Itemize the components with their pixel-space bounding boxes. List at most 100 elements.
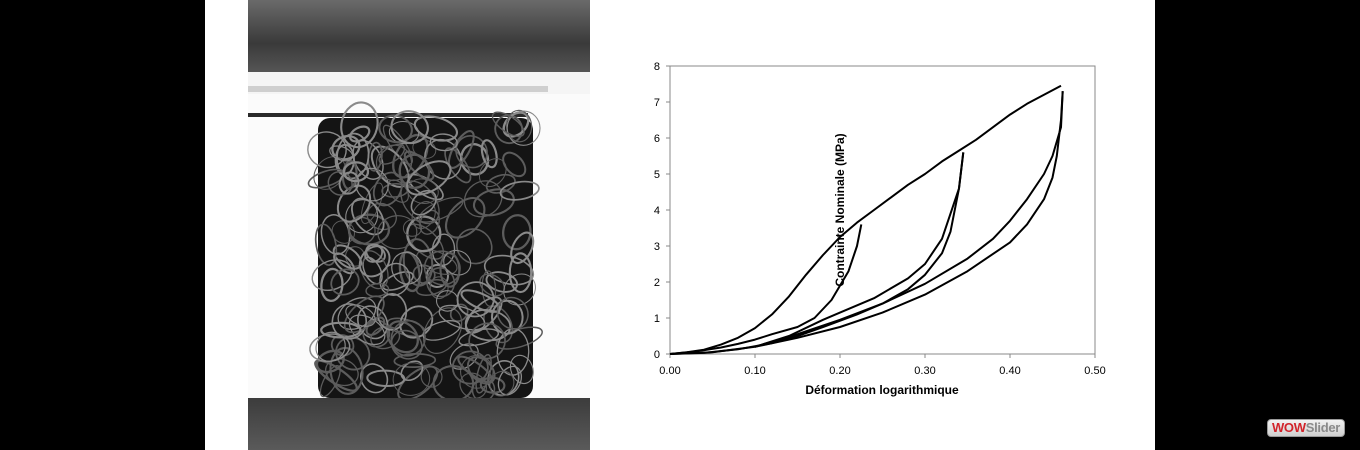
wire-ring <box>489 370 515 397</box>
wire-ring <box>406 215 442 253</box>
wire-ring <box>372 171 403 207</box>
wire-ring <box>340 101 379 149</box>
wire-ring <box>342 161 370 183</box>
badge-text-wow: WOW <box>1271 420 1306 435</box>
wire-ring <box>443 249 472 276</box>
wire-ring <box>423 250 461 286</box>
wire-ring <box>320 321 362 339</box>
wire-ring <box>351 197 385 236</box>
wire-ring <box>444 196 486 239</box>
wire-ring <box>429 276 449 300</box>
y-tick-label: 2 <box>654 277 660 289</box>
wire-ring <box>333 252 356 275</box>
y-axis-label: Contrainte Nominale (MPa) <box>833 133 847 286</box>
wire-ring <box>309 333 351 363</box>
wire-ring <box>378 114 413 144</box>
wire-ring <box>410 189 437 216</box>
y-tick-label: 6 <box>654 133 660 145</box>
wire-ring <box>479 376 506 394</box>
wire-ring <box>480 139 498 169</box>
wire-ring <box>376 293 408 331</box>
wire-ring <box>429 133 458 152</box>
badge-text-slider: Slider <box>1305 420 1341 435</box>
y-tick-label: 1 <box>654 313 660 325</box>
y-tick-label: 7 <box>654 97 660 109</box>
wire-ring <box>472 188 515 217</box>
x-tick-label: 0.30 <box>914 365 935 377</box>
wire-ring <box>449 303 469 323</box>
wire-ring <box>438 304 486 331</box>
y-tick-label: 0 <box>654 349 660 361</box>
wire-ring <box>485 173 516 194</box>
wire-ring <box>307 131 347 169</box>
wire-ring <box>338 171 360 195</box>
wire-ring <box>397 365 439 401</box>
wire-ring <box>311 259 353 292</box>
wire-ring <box>355 167 389 202</box>
wire-ring <box>388 121 420 145</box>
wire-ring <box>330 268 360 296</box>
wire-ring <box>365 316 386 336</box>
wire-ring <box>403 150 435 181</box>
slide: 0 1 2 3 4 5 6 7 8 0.00 0.10 0.20 0.30 0.40 0.50 Défor… <box>205 0 1155 450</box>
wire-ring <box>459 372 488 400</box>
wire-ring <box>378 143 406 165</box>
wire-ring <box>422 307 463 354</box>
wire-ring <box>503 273 536 306</box>
wire-ring <box>485 271 519 293</box>
wire-ring <box>502 111 530 138</box>
wire-ring <box>463 180 503 218</box>
wire-ring <box>391 251 423 285</box>
stress-strain-chart: 0 1 2 3 4 5 6 7 8 0.00 0.10 0.20 0.30 0.40 0.50 Défor… <box>654 61 1106 397</box>
wire-ring <box>460 289 501 313</box>
wire-ring <box>502 151 527 178</box>
wire-ring <box>490 299 524 335</box>
y-axis-ticks: 0 1 2 3 4 5 6 7 8 <box>654 61 670 361</box>
y-tick-label: 8 <box>654 61 660 73</box>
wire-ring <box>478 158 507 188</box>
wire-ring <box>426 267 456 298</box>
wire-ring <box>479 273 506 297</box>
wire-ring <box>327 171 353 196</box>
wire-ring <box>508 252 533 294</box>
wire-ring <box>435 290 459 312</box>
wire-ring <box>325 358 359 387</box>
wire-ring <box>402 238 434 287</box>
wire-ring <box>416 249 458 275</box>
wire-ring <box>468 322 506 360</box>
wire-ring <box>412 264 436 285</box>
wire-ring <box>387 179 410 203</box>
wire-ring <box>390 319 426 357</box>
wire-ring <box>345 304 376 327</box>
wire-ring <box>418 196 464 223</box>
series-line-2 <box>669 224 863 355</box>
wire-ring <box>348 314 386 346</box>
wire-ring <box>457 355 494 383</box>
wire-ring <box>360 182 384 225</box>
wire-ring <box>497 365 523 396</box>
wire-ring <box>390 110 429 145</box>
wire-ring <box>491 111 525 138</box>
wire-ring <box>377 215 418 250</box>
y-tick-label: 4 <box>654 205 660 217</box>
x-tick-label: 0.20 <box>829 365 850 377</box>
foam-sample-photo <box>248 0 590 450</box>
series-line-3 <box>754 152 965 348</box>
wire-ring <box>458 328 500 347</box>
wire-ring <box>483 305 514 344</box>
x-axis-ticks: 0.00 0.10 0.20 0.30 0.40 0.50 <box>659 354 1106 377</box>
wire-ring <box>505 109 533 143</box>
wire-ring <box>329 145 354 162</box>
wowslider-badge[interactable]: WOWSlider <box>1267 419 1345 437</box>
wire-ring <box>509 354 534 385</box>
series-line-6 <box>669 91 1064 355</box>
wire-ring <box>398 153 431 190</box>
wire-ring <box>392 362 431 396</box>
plot-area <box>669 65 1096 355</box>
wire-ring <box>315 349 345 374</box>
wire-ring <box>402 219 423 237</box>
x-tick-label: 0.40 <box>999 365 1020 377</box>
wire-ring <box>360 363 389 394</box>
y-tick-label: 5 <box>654 169 660 181</box>
x-tick-label: 0.10 <box>744 365 765 377</box>
